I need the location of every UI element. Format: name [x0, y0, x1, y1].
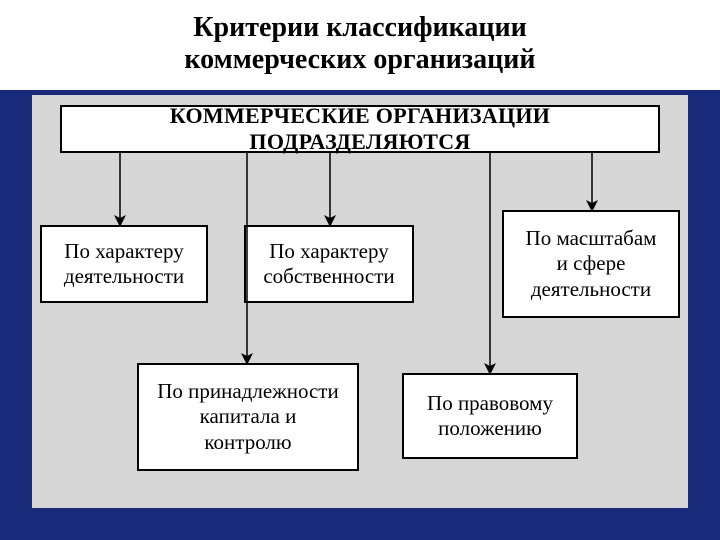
- node-legal-status: По правовому положению: [402, 373, 578, 459]
- slide: Критерии классификации коммерческих орга…: [0, 0, 720, 540]
- node-label: По характеру деятельности: [64, 239, 184, 289]
- diagram-canvas: КОММЕРЧЕСКИЕ ОРГАНИЗАЦИИ ПОДРАЗДЕЛЯЮТСЯ …: [32, 95, 688, 508]
- title-line-2: коммерческих организаций: [184, 44, 535, 75]
- node-scale-sphere: По масштабам и сфере деятельности: [502, 210, 680, 318]
- node-ownership-nature: По характеру собственности: [244, 225, 414, 303]
- node-capital-control: По принадлежности капитала и контролю: [137, 363, 359, 471]
- node-label: По принадлежности капитала и контролю: [157, 379, 338, 455]
- node-label: По правовому положению: [427, 391, 553, 441]
- slide-title: Критерии классификации коммерческих орга…: [0, 0, 720, 90]
- title-line-1: Критерии классификации: [193, 12, 526, 43]
- node-label: По характеру собственности: [263, 239, 394, 289]
- root-node: КОММЕРЧЕСКИЕ ОРГАНИЗАЦИИ ПОДРАЗДЕЛЯЮТСЯ: [60, 105, 660, 153]
- root-label: КОММЕРЧЕСКИЕ ОРГАНИЗАЦИИ ПОДРАЗДЕЛЯЮТСЯ: [68, 103, 652, 156]
- node-label: По масштабам и сфере деятельности: [526, 226, 657, 302]
- node-activity-nature: По характеру деятельности: [40, 225, 208, 303]
